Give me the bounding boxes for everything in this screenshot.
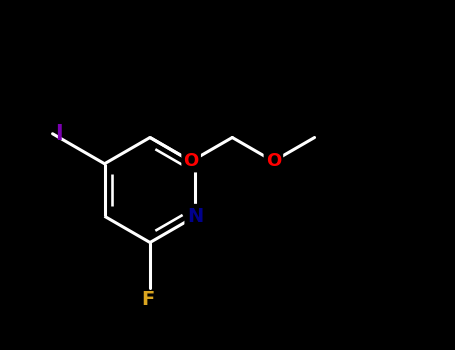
Text: I: I [55, 124, 63, 144]
Text: N: N [187, 207, 203, 226]
Text: O: O [183, 152, 199, 170]
Text: F: F [141, 290, 154, 309]
Text: O: O [266, 152, 281, 170]
